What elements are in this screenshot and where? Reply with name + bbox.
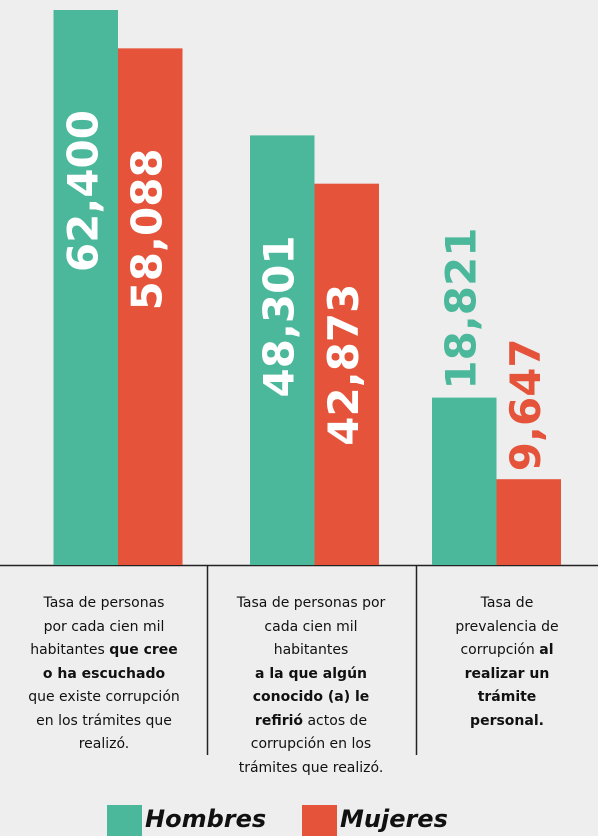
category-line: conocido (a) le	[209, 686, 414, 710]
category-text: refirió	[254, 712, 304, 729]
category-text: que existe corrupción	[28, 689, 180, 705]
category-text: actos de	[303, 712, 368, 729]
legend-label: Hombres	[145, 805, 266, 833]
value-label: 58,088	[123, 148, 172, 310]
legend-swatch	[302, 805, 337, 836]
value-label: 42,873	[319, 284, 368, 446]
category-line: prevalencia de	[417, 616, 597, 640]
category-line: corrupción en los	[209, 733, 414, 757]
category-line: cada cien mil	[209, 616, 414, 640]
category-line: refirió actos de	[209, 710, 414, 734]
category-text: cada cien mil	[264, 618, 358, 635]
category-label: Tasa de personas por cada cien mil habitan…	[209, 592, 414, 780]
category-text: en los trámites que	[36, 712, 172, 729]
category-text: trámite	[477, 689, 537, 705]
category-line: personal.	[417, 710, 597, 734]
category-text: corrupción	[460, 642, 540, 658]
bar	[432, 397, 497, 565]
value-label: 48,301	[255, 235, 304, 397]
category-text: Tasa de	[480, 595, 534, 611]
category-line: o ha escuchado	[4, 663, 204, 687]
category-text: a la que algún	[255, 665, 367, 682]
category-line: Tasa de	[417, 592, 597, 616]
value-label: 18,821	[437, 228, 486, 390]
value-label: 9,647	[501, 338, 550, 471]
category-text: corrupción en los	[250, 736, 372, 752]
category-line: Tasa de personas por	[209, 592, 414, 616]
category-label: Tasa de personas por cada cien mil habitan…	[4, 592, 204, 757]
category-line: a la que algún	[209, 663, 414, 687]
legend-swatch	[107, 805, 142, 836]
category-text: trámites que realizó.	[238, 759, 384, 776]
legend-label: Mujeres	[340, 805, 448, 833]
bar	[250, 135, 315, 565]
category-label: Tasa de prevalencia de corrupción al realiz…	[417, 592, 597, 733]
category-line: habitantes que cree	[4, 639, 204, 663]
category-text: conocido (a) le	[252, 689, 370, 705]
category-line: realizó.	[4, 733, 204, 757]
category-text: realizó.	[78, 736, 130, 752]
bar	[118, 48, 183, 565]
category-text: habitantes	[30, 642, 110, 658]
category-line: en los trámites que	[4, 710, 204, 734]
category-line: habitantes	[209, 639, 414, 663]
bar	[314, 183, 379, 565]
category-text: personal.	[470, 712, 544, 729]
category-text: habitantes	[273, 642, 349, 658]
category-text: o ha escuchado	[42, 665, 166, 682]
category-text: prevalencia de	[455, 618, 559, 635]
category-line: por cada cien mil	[4, 616, 204, 640]
category-text: que cree	[109, 642, 178, 658]
category-line: que existe corrupción	[4, 686, 204, 710]
category-line: trámites que realizó.	[209, 757, 414, 781]
value-label: 62,400	[58, 110, 107, 272]
bar	[496, 479, 561, 565]
category-text: Tasa de personas	[43, 595, 165, 611]
category-line: trámite	[417, 686, 597, 710]
category-text: por cada cien mil	[43, 618, 165, 635]
category-line: Tasa de personas	[4, 592, 204, 616]
category-line: realizar un	[417, 663, 597, 687]
category-text: Tasa de personas por	[236, 595, 386, 611]
category-text: realizar un	[464, 665, 550, 682]
category-text: al	[539, 642, 554, 658]
category-line: corrupción al	[417, 639, 597, 663]
bar	[53, 10, 118, 565]
